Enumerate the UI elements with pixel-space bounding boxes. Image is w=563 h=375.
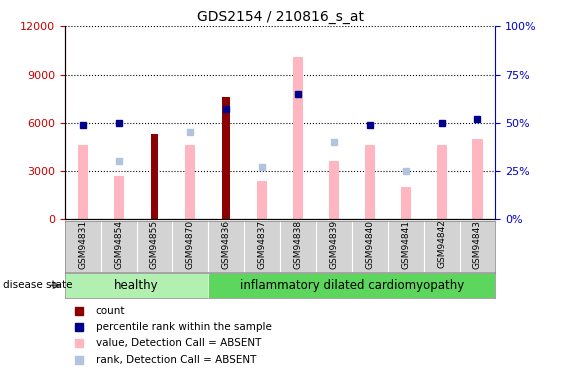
Text: GSM94843: GSM94843 [473, 219, 482, 268]
Text: healthy: healthy [114, 279, 159, 292]
Bar [293, 57, 303, 219]
Text: GSM94870: GSM94870 [186, 219, 195, 268]
Title: GDS2154 / 210816_s_at: GDS2154 / 210816_s_at [196, 10, 364, 24]
Text: GSM94842: GSM94842 [437, 220, 446, 268]
Bar [78, 146, 88, 219]
Bar [185, 146, 195, 219]
Text: GSM94840: GSM94840 [365, 219, 374, 268]
Text: percentile rank within the sample: percentile rank within the sample [96, 322, 272, 332]
Text: GSM94836: GSM94836 [222, 219, 231, 268]
Bar [150, 134, 158, 219]
Text: GSM94839: GSM94839 [329, 219, 338, 268]
Text: GSM94838: GSM94838 [293, 219, 302, 268]
Bar [472, 139, 482, 219]
Bar [365, 146, 375, 219]
Bar [208, 273, 495, 298]
Text: inflammatory dilated cardiomyopathy: inflammatory dilated cardiomyopathy [240, 279, 464, 292]
Text: GSM94841: GSM94841 [401, 219, 410, 268]
Bar [222, 97, 230, 219]
Bar [436, 146, 446, 219]
Bar [257, 181, 267, 219]
Bar [329, 161, 339, 219]
Text: GSM94855: GSM94855 [150, 219, 159, 268]
Text: GSM94854: GSM94854 [114, 219, 123, 268]
Text: count: count [96, 306, 126, 316]
Text: value, Detection Call = ABSENT: value, Detection Call = ABSENT [96, 339, 261, 348]
Bar [65, 273, 208, 298]
Text: disease state: disease state [3, 280, 72, 290]
Text: GSM94837: GSM94837 [258, 219, 267, 268]
Bar [114, 176, 124, 219]
Bar [401, 187, 411, 219]
Text: GSM94831: GSM94831 [78, 219, 87, 268]
Text: rank, Detection Call = ABSENT: rank, Detection Call = ABSENT [96, 355, 256, 365]
